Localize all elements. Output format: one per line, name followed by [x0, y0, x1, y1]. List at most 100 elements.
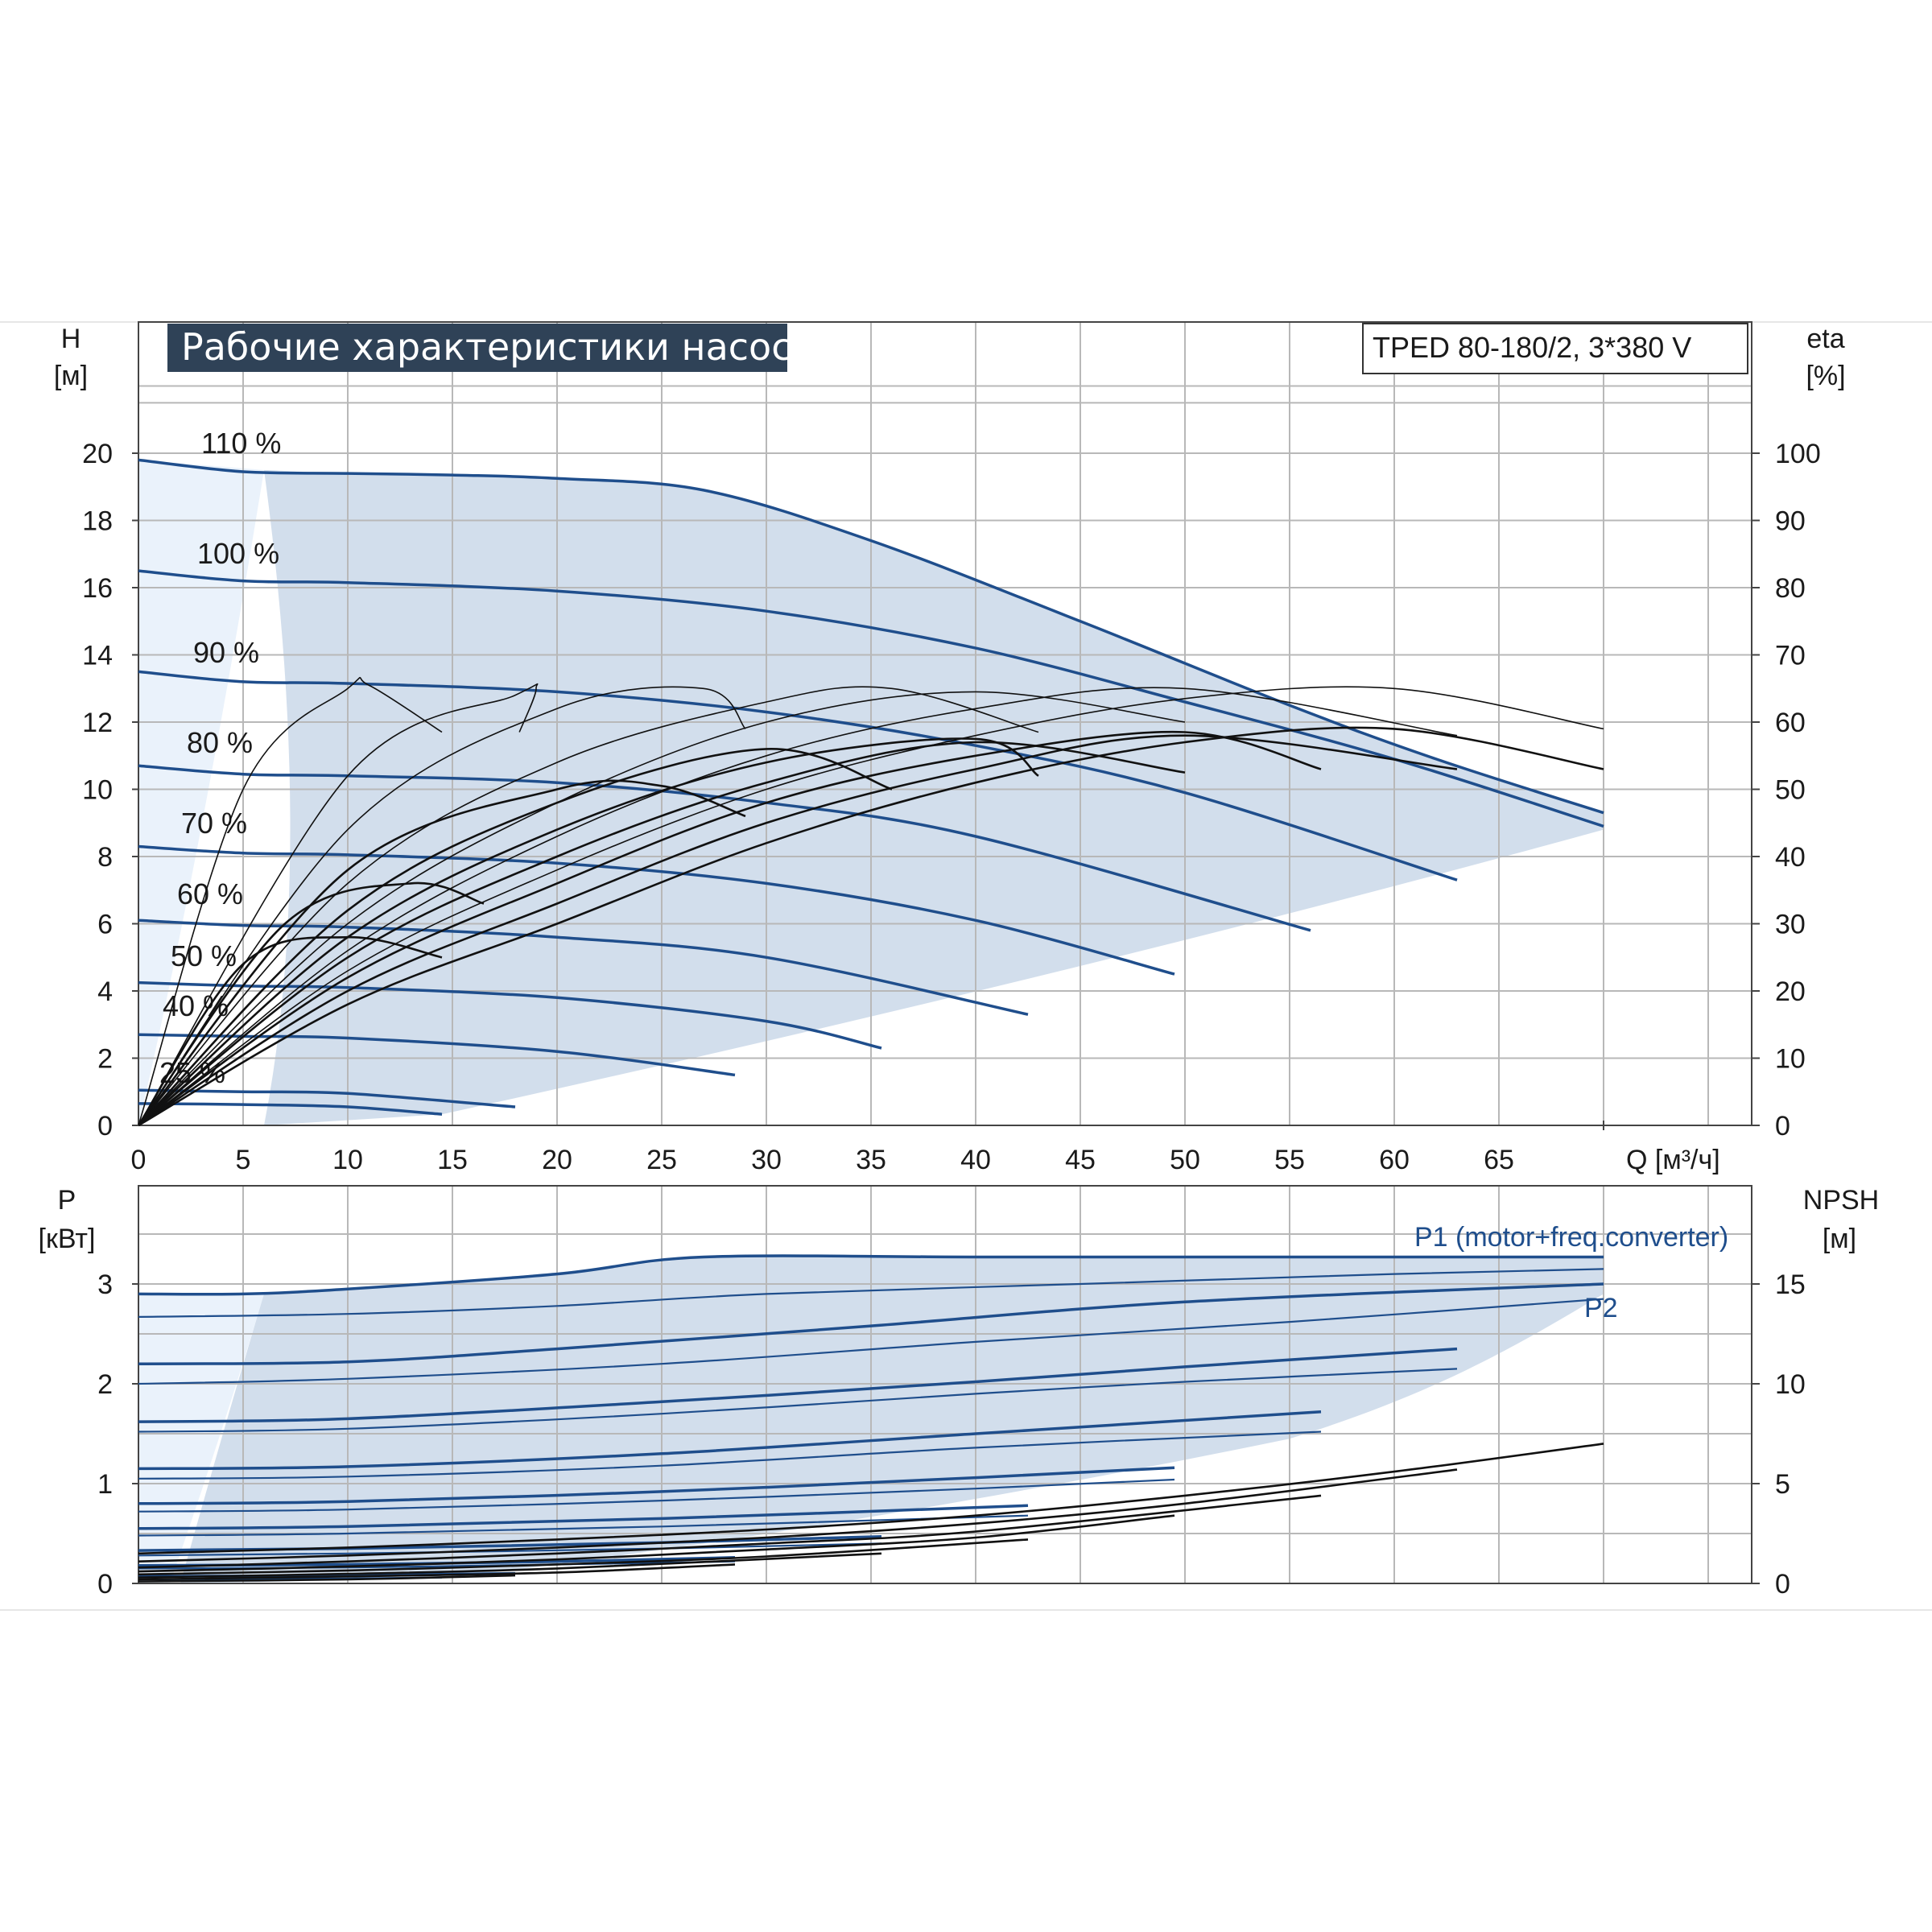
h-tick-label: 18: [82, 506, 113, 537]
power-curve: [138, 1534, 882, 1552]
eta-curve: [137, 935, 443, 1126]
power-curve: [138, 1504, 1029, 1530]
q-tick-label: 60: [1379, 1145, 1410, 1175]
power-curve: [138, 1410, 1322, 1471]
q-tick-label: 25: [646, 1145, 677, 1175]
power-curve: [138, 1430, 1322, 1480]
model-box: [1362, 323, 1748, 374]
q-tick-label: 10: [332, 1145, 363, 1175]
head-curve-70: [138, 844, 1175, 976]
power-curve: [138, 1478, 1175, 1513]
h-tick-label: 16: [82, 573, 113, 604]
speed-label: 70 %: [181, 807, 247, 840]
h-tick-label: 14: [82, 641, 113, 671]
eta-curve: [138, 730, 1322, 1127]
head-curves: 110 %100 %90 %80 %70 %60 %50 %40 %25 %: [138, 427, 1604, 1116]
h-tick-label: 0: [97, 1111, 113, 1141]
eta-curve: [137, 881, 485, 1126]
q-tick-label: 45: [1065, 1145, 1096, 1175]
h-tick-label: 4: [97, 976, 113, 1007]
h-tick-label: 2: [97, 1044, 113, 1075]
eta-curve: [138, 687, 1458, 1126]
title-box: [167, 324, 787, 372]
power-curve: [138, 1514, 1029, 1537]
eta-curve: [138, 676, 443, 1126]
q-tick-label: 35: [856, 1145, 886, 1175]
chart-title: Рабочие характеристики насоса: [181, 325, 815, 369]
speed-label: 110 %: [201, 427, 281, 460]
speed-label: 80 %: [187, 726, 253, 759]
h-tick-label: 6: [97, 910, 113, 940]
top-plot-frame: [138, 321, 1752, 1126]
q-tick-label: 5: [236, 1145, 251, 1175]
p-tick-label: 2: [97, 1369, 113, 1400]
eta-tick-label: 80: [1775, 573, 1806, 604]
power-curve: [138, 1298, 1604, 1385]
power-curve: [138, 1347, 1458, 1423]
eta-tick-label: 20: [1775, 976, 1806, 1007]
top-plot-area: [138, 322, 1752, 1125]
npsh-tick-label: 10: [1775, 1369, 1806, 1400]
h-tick-label: 8: [97, 842, 113, 873]
power-curve: [138, 1560, 736, 1570]
p-axis-unit: [кВт]: [39, 1224, 96, 1254]
h-tick-label: 10: [82, 775, 113, 806]
speed-label: 90 %: [193, 636, 259, 669]
top-operating-range: [264, 469, 1604, 1125]
q-tick-label: 55: [1274, 1145, 1305, 1175]
eta-tick-label: 100: [1775, 439, 1821, 469]
power-curve: [138, 1368, 1458, 1433]
q-tick-label: 0: [131, 1145, 147, 1175]
p-tick-label: 3: [97, 1269, 113, 1300]
npsh-curve: [138, 1443, 1604, 1555]
efficiency-curves: [137, 676, 1604, 1127]
power-curve: [138, 1254, 1604, 1296]
eta-curve: [137, 779, 746, 1126]
speed-label: 60 %: [177, 877, 243, 910]
eta-curve: [138, 691, 1186, 1126]
npsh-curve: [138, 1468, 1458, 1563]
q-tick-label: 65: [1484, 1145, 1514, 1175]
head-curve-40: [138, 1033, 736, 1077]
power-curve: [138, 1542, 882, 1557]
q-axis-label: Q [м³/ч]: [1626, 1145, 1720, 1175]
npsh-axis-unit: [м]: [1823, 1224, 1856, 1254]
p2-label: P2: [1584, 1293, 1618, 1323]
bottom-operating-range: [180, 1257, 1604, 1583]
eta-tick-label: 50: [1775, 775, 1806, 806]
top-axes: 0 5 10 15 20 25 30 35 40 45 50 55 60 65 0 2 4 6 8 10 12 14 16 1…: [82, 439, 1821, 1175]
h-axis-label: H: [61, 324, 81, 354]
npsh-curve: [138, 1494, 1322, 1569]
eta-tick-label: 0: [1775, 1111, 1790, 1141]
npsh-tick-label: 15: [1775, 1269, 1806, 1300]
q-tick-label: 30: [751, 1145, 782, 1175]
p-axis-label: P: [58, 1185, 76, 1216]
q-tick-label: 20: [542, 1145, 572, 1175]
eta-tick-label: 10: [1775, 1044, 1806, 1075]
eta-tick-label: 90: [1775, 506, 1806, 537]
eta-axis-unit: [%]: [1806, 361, 1845, 391]
eta-curve: [138, 734, 1458, 1127]
eta-curve: [138, 683, 539, 1126]
p1-label: P1 (motor+freq.converter): [1414, 1222, 1728, 1253]
npsh-curve: [138, 1574, 516, 1583]
power-curve: [138, 1466, 1175, 1505]
eta-tick-label: 70: [1775, 641, 1806, 671]
npsh-tick-label: 5: [1775, 1469, 1790, 1500]
bottom-axes: 0 1 2 3 0 5 10 15: [97, 1269, 1806, 1600]
eta-curve: [138, 748, 893, 1126]
eta-axis-label: eta: [1806, 324, 1844, 354]
p-tick-label: 1: [97, 1469, 113, 1500]
eta-curve: [138, 726, 1604, 1127]
eta-curve: [138, 741, 1186, 1127]
eta-curve: [138, 737, 1039, 1126]
eta-curve: [138, 686, 1604, 1126]
eta-curve: [138, 686, 746, 1126]
head-curve-min: [138, 1102, 443, 1116]
q-tick-label: 50: [1170, 1145, 1200, 1175]
power-curve: [138, 1268, 1604, 1318]
q-tick-label: 40: [960, 1145, 991, 1175]
npsh-curve: [138, 1552, 882, 1579]
npsh-axis-label: NPSH: [1803, 1185, 1879, 1216]
